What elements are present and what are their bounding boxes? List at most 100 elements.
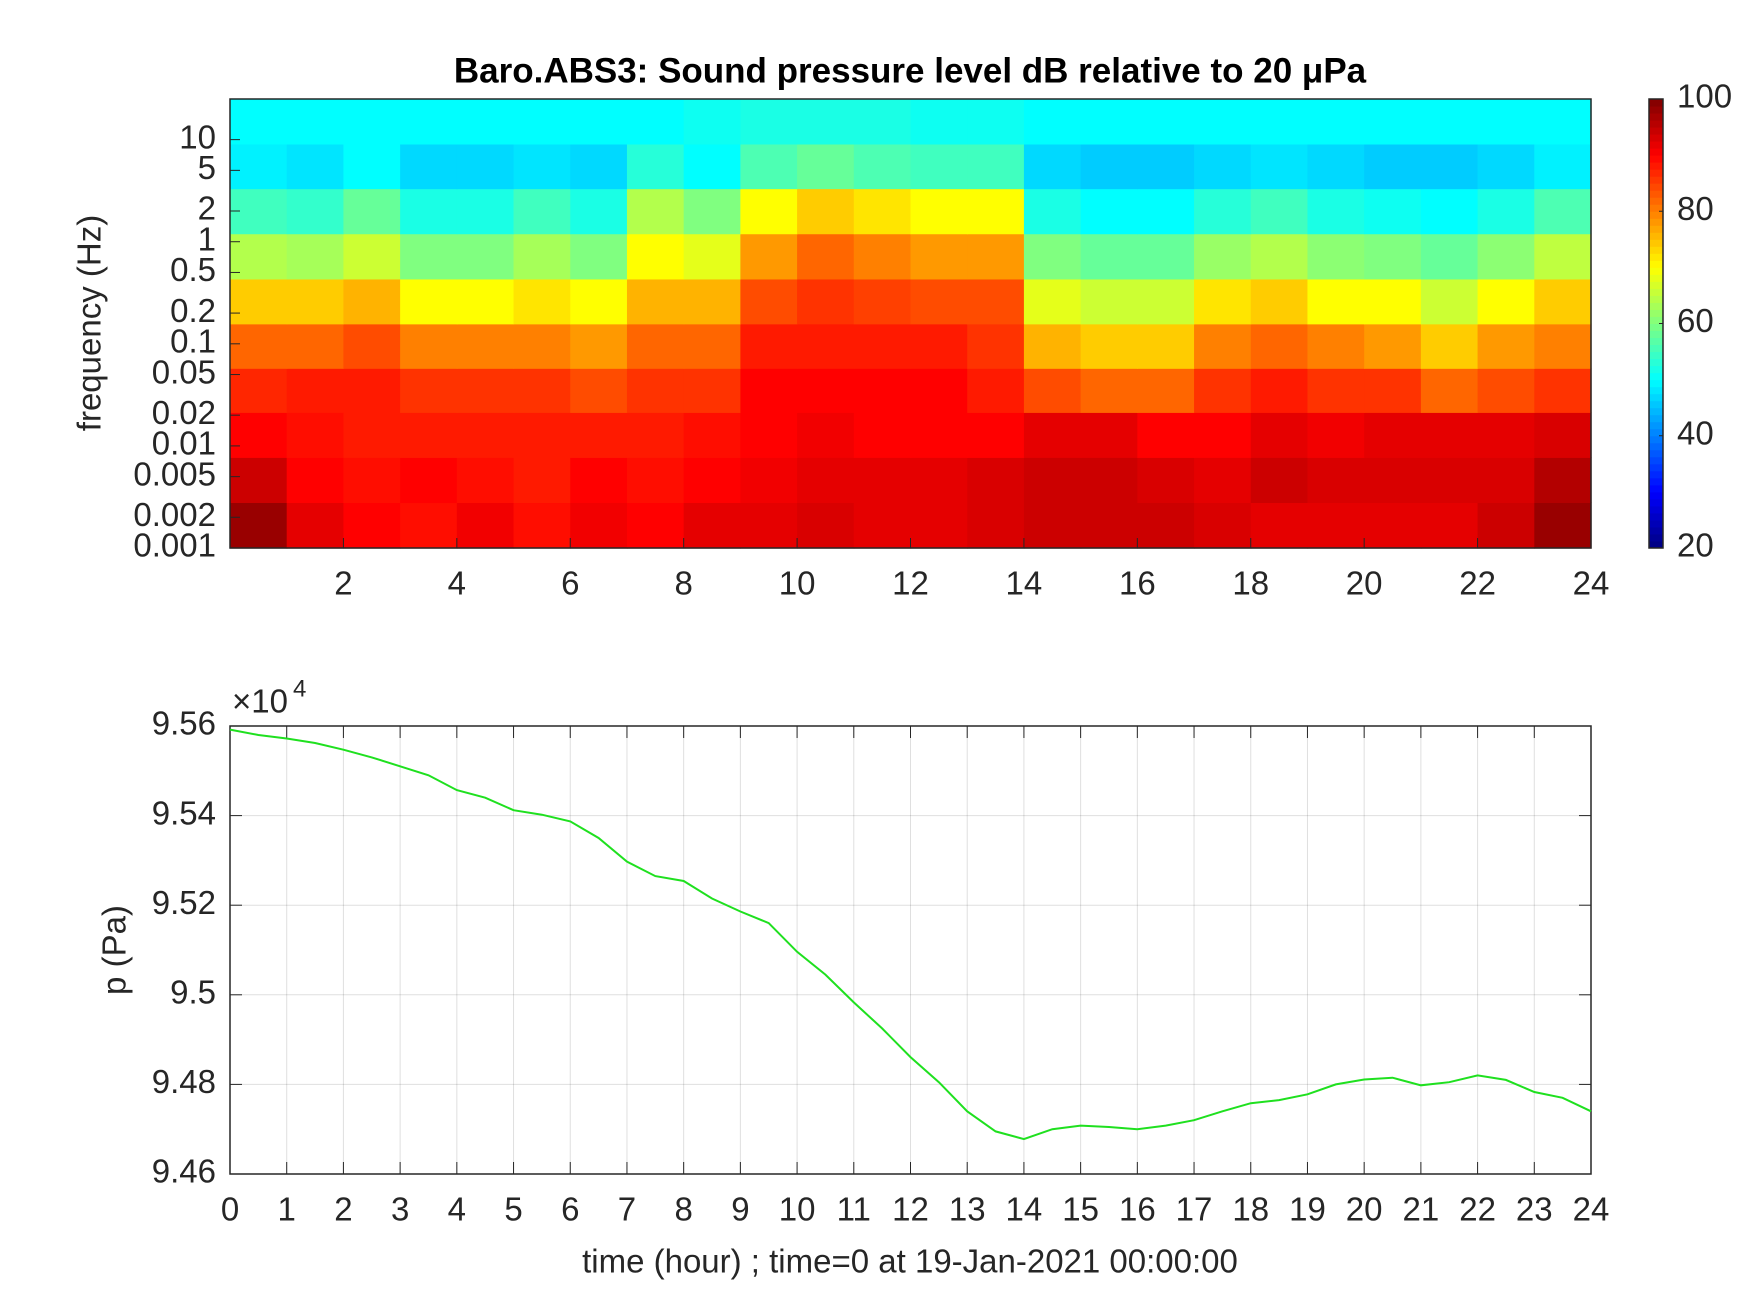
heatmap-cell [910,368,968,413]
heatmap-cell [1137,502,1195,549]
colorbar-step [1649,120,1663,128]
heatmap-cell [1307,99,1365,145]
heatmap-cell [1250,143,1309,190]
heatmap-cell [1137,143,1195,190]
heatmap-cell [1364,323,1422,369]
y-tick-label: 0.02 [152,394,216,431]
x-tick-label: 12 [892,1191,929,1228]
heatmap-cell [1250,412,1309,458]
colorbar-step [1649,260,1663,268]
heatmap-cell [853,188,912,235]
heatmap-cell [797,278,855,325]
heatmap-cell [1023,412,1082,458]
heatmap-cell [1307,143,1365,190]
heatmap-cell [1080,233,1138,280]
colorbar-step [1649,519,1663,528]
heatmap-cell [1023,502,1082,549]
heatmap-cell [400,368,458,413]
heatmap-cell [1080,412,1138,458]
heatmap-cell [1307,233,1365,280]
heatmap-cell [1023,368,1082,413]
colorbar-step [1649,449,1663,458]
x-tick-label: 3 [391,1191,409,1228]
heatmap-cell [513,323,571,369]
heatmap-cell [1250,368,1309,413]
colorbar-step [1649,505,1663,514]
heatmap-cell [1420,99,1479,145]
colorbar-step [1649,211,1663,219]
heatmap-cell [1194,143,1252,190]
heatmap-cell [456,99,515,145]
heatmap-cell [1250,233,1309,280]
heatmap-cell [1477,412,1535,458]
heatmap-cell [626,233,685,280]
colorbar-step [1649,309,1663,317]
heatmap-cell [230,323,288,369]
heatmap-cell [853,412,912,458]
colorbar-step [1649,435,1663,444]
heatmap-cell [230,457,288,504]
heatmap-cell [1080,457,1138,504]
heatmap-cell [797,457,855,504]
heatmap-cell [343,502,401,549]
heatmap-cell [1023,233,1082,280]
heatmap-cell [343,188,401,235]
heatmap-cell [400,278,458,325]
colorbar-step [1649,323,1663,332]
colorbar-step [1649,176,1663,184]
heatmap-cell [1137,457,1195,504]
y-axis-label: p (Pa) [96,905,133,995]
x-tick-label: 7 [618,1191,636,1228]
colorbar-step [1649,106,1663,114]
heatmap-cell [1477,502,1535,549]
heatmap-cell [343,233,401,280]
y-tick-label: 10 [179,118,216,155]
heatmap-cell [230,143,288,190]
heatmap-cell [343,323,401,369]
heatmap-cell [626,368,685,413]
heatmap-cell [683,278,741,325]
heatmap-cell [1534,99,1592,145]
heatmap-cell [513,412,571,458]
heatmap-cell [853,143,912,190]
x-tick-label: 2 [334,1191,352,1228]
heatmap-cell [797,368,855,413]
y-tick-label: 9.48 [152,1063,216,1100]
heatmap-cell [570,188,628,235]
heatmap-cell [1420,502,1479,549]
heatmap-cell [740,233,798,280]
heatmap-cell [853,278,912,325]
colorbar-step [1649,498,1663,507]
heatmap-cell [1307,368,1365,413]
x-tick-label: 18 [1232,565,1269,602]
heatmap-cell [740,143,798,190]
heatmap-cell [910,233,968,280]
heatmap-cell [797,502,855,549]
heatmap-cell [1080,368,1138,413]
heatmap-cell [797,233,855,280]
colorbar-step [1649,379,1663,388]
colorbar-step [1649,141,1663,149]
colorbar-step [1649,183,1663,191]
heatmap-cell [910,188,968,235]
heatmap-cell [570,502,628,549]
heatmap-cell [853,233,912,280]
x-tick-label: 9 [731,1191,749,1228]
heatmap-cell [230,99,288,145]
heatmap-cell [230,502,288,549]
data-line [229,728,1592,1141]
heatmap-cell [740,412,798,458]
heatmap-cell [1420,457,1479,504]
heatmap-cell [1080,278,1138,325]
colorbar-step [1649,470,1663,479]
colorbar-tick-label: 40 [1677,414,1714,451]
heatmap-cell [1477,368,1535,413]
y-tick-label: 5 [198,149,216,186]
colorbar-tick-label: 80 [1677,190,1714,227]
heatmap-cell [683,143,741,190]
colorbar-step [1649,274,1663,282]
x-tick-label: 8 [674,565,692,602]
heatmap-cell [683,502,741,549]
heatmap-cell [513,457,571,504]
